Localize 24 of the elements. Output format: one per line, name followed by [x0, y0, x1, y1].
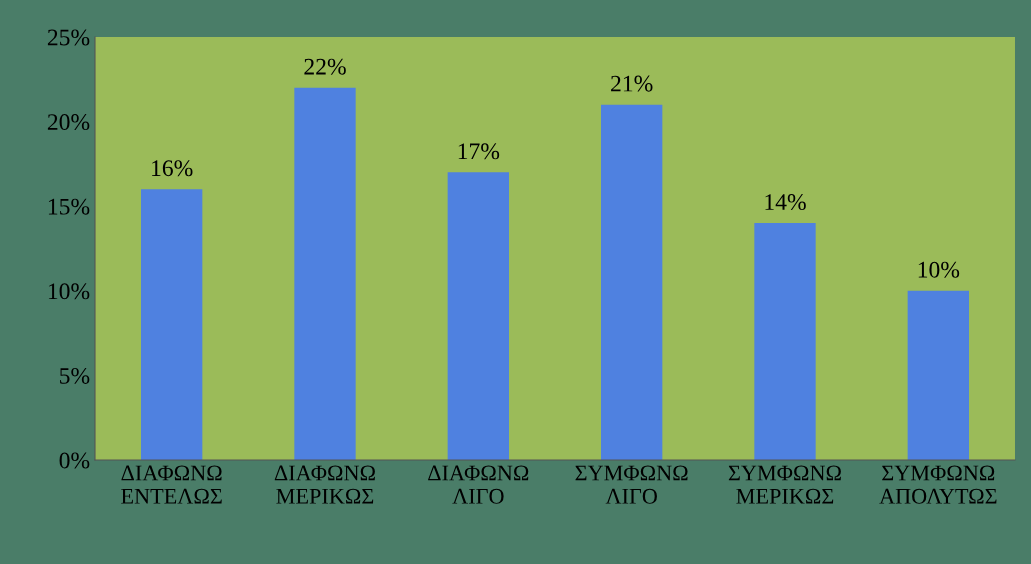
y-tick-label: 0% — [59, 452, 90, 469]
data-label: 22% — [304, 58, 346, 75]
y-tick-label: 5% — [60, 367, 90, 384]
y-tick-label: 25% — [47, 29, 90, 46]
data-label: 16% — [152, 160, 193, 177]
bar — [601, 104, 663, 460]
bar — [294, 87, 356, 460]
bar — [141, 189, 203, 460]
data-label: 14% — [765, 194, 806, 211]
bar — [447, 172, 509, 460]
x-tick-label: ΔΙΑΦΩΝΩ ΜΕΡΙΚΩΣ — [274, 465, 375, 504]
x-tick-label: ΣΥΜΦΩΝΩ ΑΠΟΛΥΤΩΣ — [879, 465, 997, 504]
data-label: 21% — [611, 75, 653, 92]
y-tick-label: 10% — [48, 283, 90, 300]
x-tick-label: ΣΥΜΦΩΝΩ ΜΕΡΙΚΩΣ — [728, 465, 841, 504]
x-tick-label: ΣΥΜΦΩΝΩ ΛΙΓΟ — [575, 465, 688, 504]
y-tick-label: 15% — [48, 198, 90, 215]
data-label: 10% — [918, 261, 960, 278]
data-label: 17% — [458, 143, 500, 160]
bar — [907, 290, 969, 460]
y-tick-label: 20% — [47, 114, 90, 131]
bar — [754, 223, 816, 460]
x-tick-label: ΔΙΑΦΩΝΩ ΕΝΤΕΛΩΣ — [121, 465, 222, 504]
x-tick-label: ΔΙΑΦΩΝΩ ΛΙΓΟ — [428, 465, 529, 504]
